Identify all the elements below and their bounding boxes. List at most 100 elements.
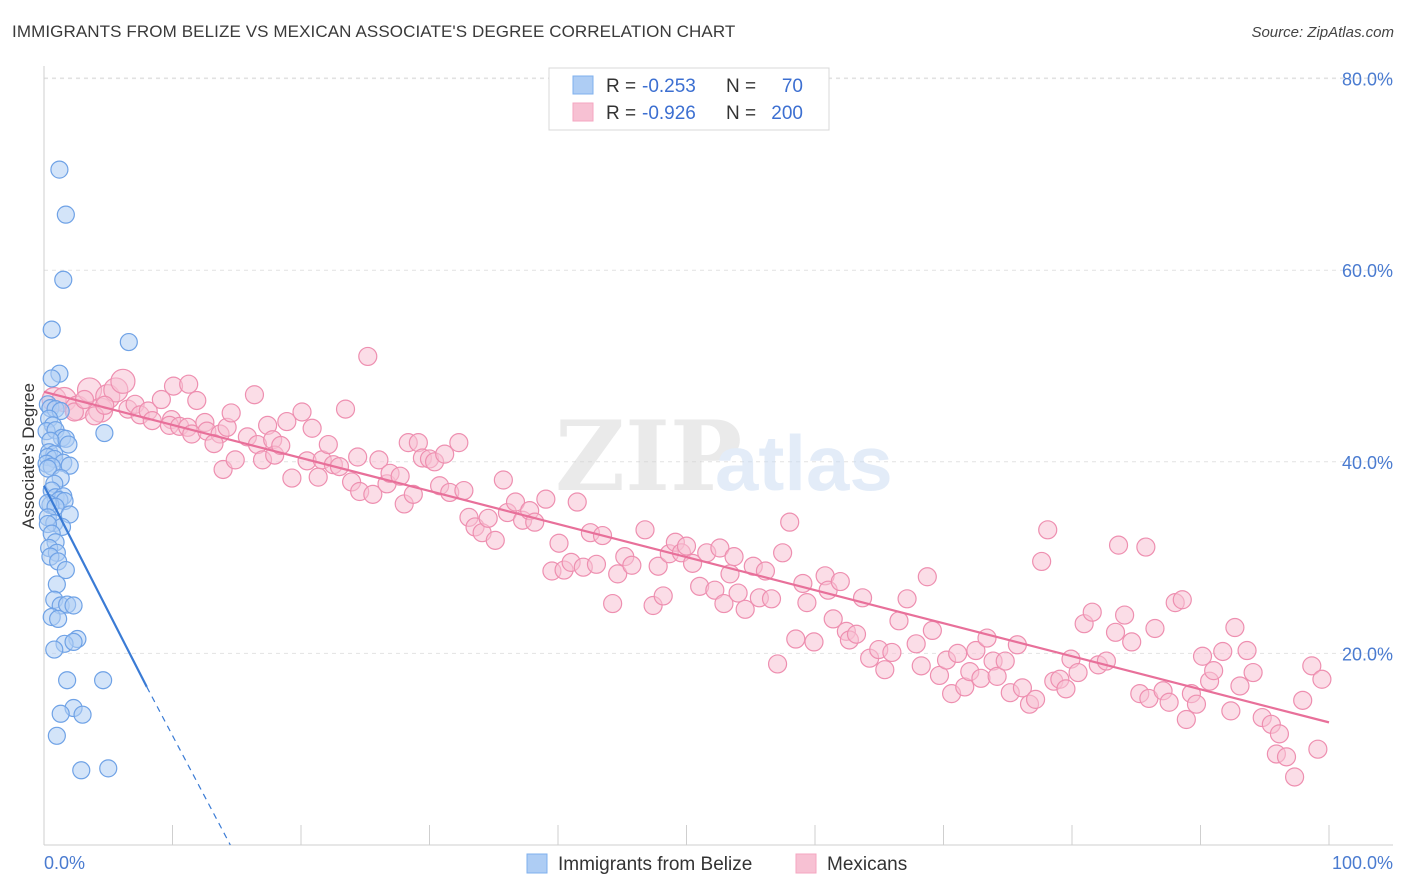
mexicans-point — [653, 586, 673, 606]
mexicans-point — [804, 632, 824, 652]
mexicans-point — [1176, 709, 1196, 730]
mexicans-point — [906, 634, 926, 654]
mexicans-point — [767, 654, 788, 674]
legend-r-label-belize: R = — [606, 76, 636, 97]
mexicans-point — [1302, 656, 1322, 676]
mexicans-point — [1012, 678, 1033, 698]
mexicans-point — [1237, 640, 1257, 661]
belize-points — [37, 160, 138, 780]
mexicans-point — [478, 508, 498, 528]
mexicans-point — [948, 643, 968, 664]
mexicans-point — [728, 583, 748, 603]
mexicans-point — [635, 520, 655, 540]
mexicans-point — [1136, 537, 1156, 557]
mexicans-point — [1025, 689, 1046, 709]
mexicans-point — [846, 624, 867, 644]
mexicans-point — [1204, 661, 1224, 681]
legend-n-value-mexicans: 200 — [771, 103, 803, 124]
mexicans-point — [271, 435, 291, 456]
bottom-legend-swatch-mexicans — [795, 853, 817, 874]
mexicans-point — [403, 484, 423, 504]
legend-swatch-belize — [572, 75, 594, 95]
x-tick-label-min: 0.0% — [44, 853, 85, 873]
mexicans-point — [449, 433, 469, 453]
mexicans-point — [780, 512, 800, 532]
mexicans-point — [608, 564, 628, 584]
belize-point — [95, 423, 114, 443]
trend-lines — [43, 390, 1330, 846]
mexicans-point — [1269, 724, 1290, 744]
legend-bottom: Immigrants from Belize Mexicans — [526, 853, 907, 875]
watermark: ZIP atlas — [555, 400, 893, 513]
mexicans-point — [1276, 747, 1297, 767]
mexicans-point — [151, 389, 171, 410]
chart-title: IMMIGRANTS FROM BELIZE VS MEXICAN ASSOCI… — [12, 22, 736, 41]
mexicans-point — [622, 555, 642, 575]
mexicans-point — [454, 480, 474, 501]
mexicans-point — [966, 640, 986, 661]
legend-r-value-mexicans: -0.926 — [642, 103, 696, 124]
belize-point — [42, 369, 61, 388]
mexicans-point — [586, 554, 607, 574]
mexicans-point — [830, 571, 850, 592]
mexicans-point — [1108, 535, 1129, 555]
mexicans-point — [308, 467, 328, 487]
mexicans-point — [1115, 605, 1135, 625]
mexicans-point — [292, 402, 312, 422]
legend-r-value-belize: -0.253 — [642, 76, 696, 97]
belize-point — [54, 270, 73, 289]
mexicans-point — [882, 642, 902, 663]
mexicans-point — [277, 411, 297, 432]
mexicans-point — [1172, 590, 1192, 610]
mexicans-trend-line — [43, 390, 1330, 724]
belize-point — [73, 705, 92, 724]
mexicans-point — [676, 536, 697, 556]
belize-point — [58, 671, 77, 690]
mexicans-point — [1068, 662, 1088, 683]
mexicans-point — [110, 368, 136, 394]
belize-point — [119, 332, 138, 352]
mexicans-point — [761, 589, 782, 609]
mexicans-point — [187, 390, 207, 411]
mexicans-point — [823, 609, 843, 629]
mexicans-point — [786, 629, 806, 649]
belize-point — [38, 459, 57, 478]
mexicans-point — [773, 543, 793, 563]
belize-point — [47, 726, 66, 745]
mexicans-point — [971, 668, 991, 688]
belize-point — [94, 671, 113, 690]
belize-trend-line — [43, 485, 148, 688]
mexicans-point — [710, 538, 730, 558]
mexicans-point — [1082, 602, 1102, 622]
mexicans-point — [1038, 520, 1058, 540]
mexicans-point — [917, 567, 937, 587]
mexicans-point — [797, 593, 817, 613]
y-tick-label-40: 40.0% — [1342, 453, 1393, 473]
mexicans-point — [348, 447, 368, 467]
mexicans-point — [244, 385, 265, 405]
mexicans-point — [735, 599, 755, 619]
mexicans-point — [1243, 662, 1263, 683]
mexicans-point — [1105, 622, 1126, 642]
mexicans-point — [1213, 641, 1233, 662]
mexicans-point — [493, 470, 513, 490]
y-tick-label-20: 20.0% — [1342, 644, 1393, 664]
belize-point — [99, 759, 118, 778]
mexicans-point — [485, 530, 505, 550]
mexicans-point — [705, 580, 725, 600]
y-tick-label-80: 80.0% — [1342, 70, 1393, 90]
mexicans-point — [225, 450, 245, 470]
legend-r-label-mexicans: R = — [606, 103, 636, 124]
watermark-zip: ZIP — [555, 400, 742, 513]
mexicans-point — [995, 651, 1015, 671]
belize-point — [42, 320, 61, 339]
mexicans-point — [1122, 632, 1142, 652]
mexicans-point — [1159, 692, 1179, 712]
mexicans-point — [179, 374, 199, 394]
mexicans-point — [897, 589, 917, 609]
legend-n-label-mexicans: N = — [726, 103, 756, 124]
gridlines — [44, 77, 1393, 654]
mexicans-point — [1312, 669, 1332, 689]
belize-point — [72, 761, 91, 780]
